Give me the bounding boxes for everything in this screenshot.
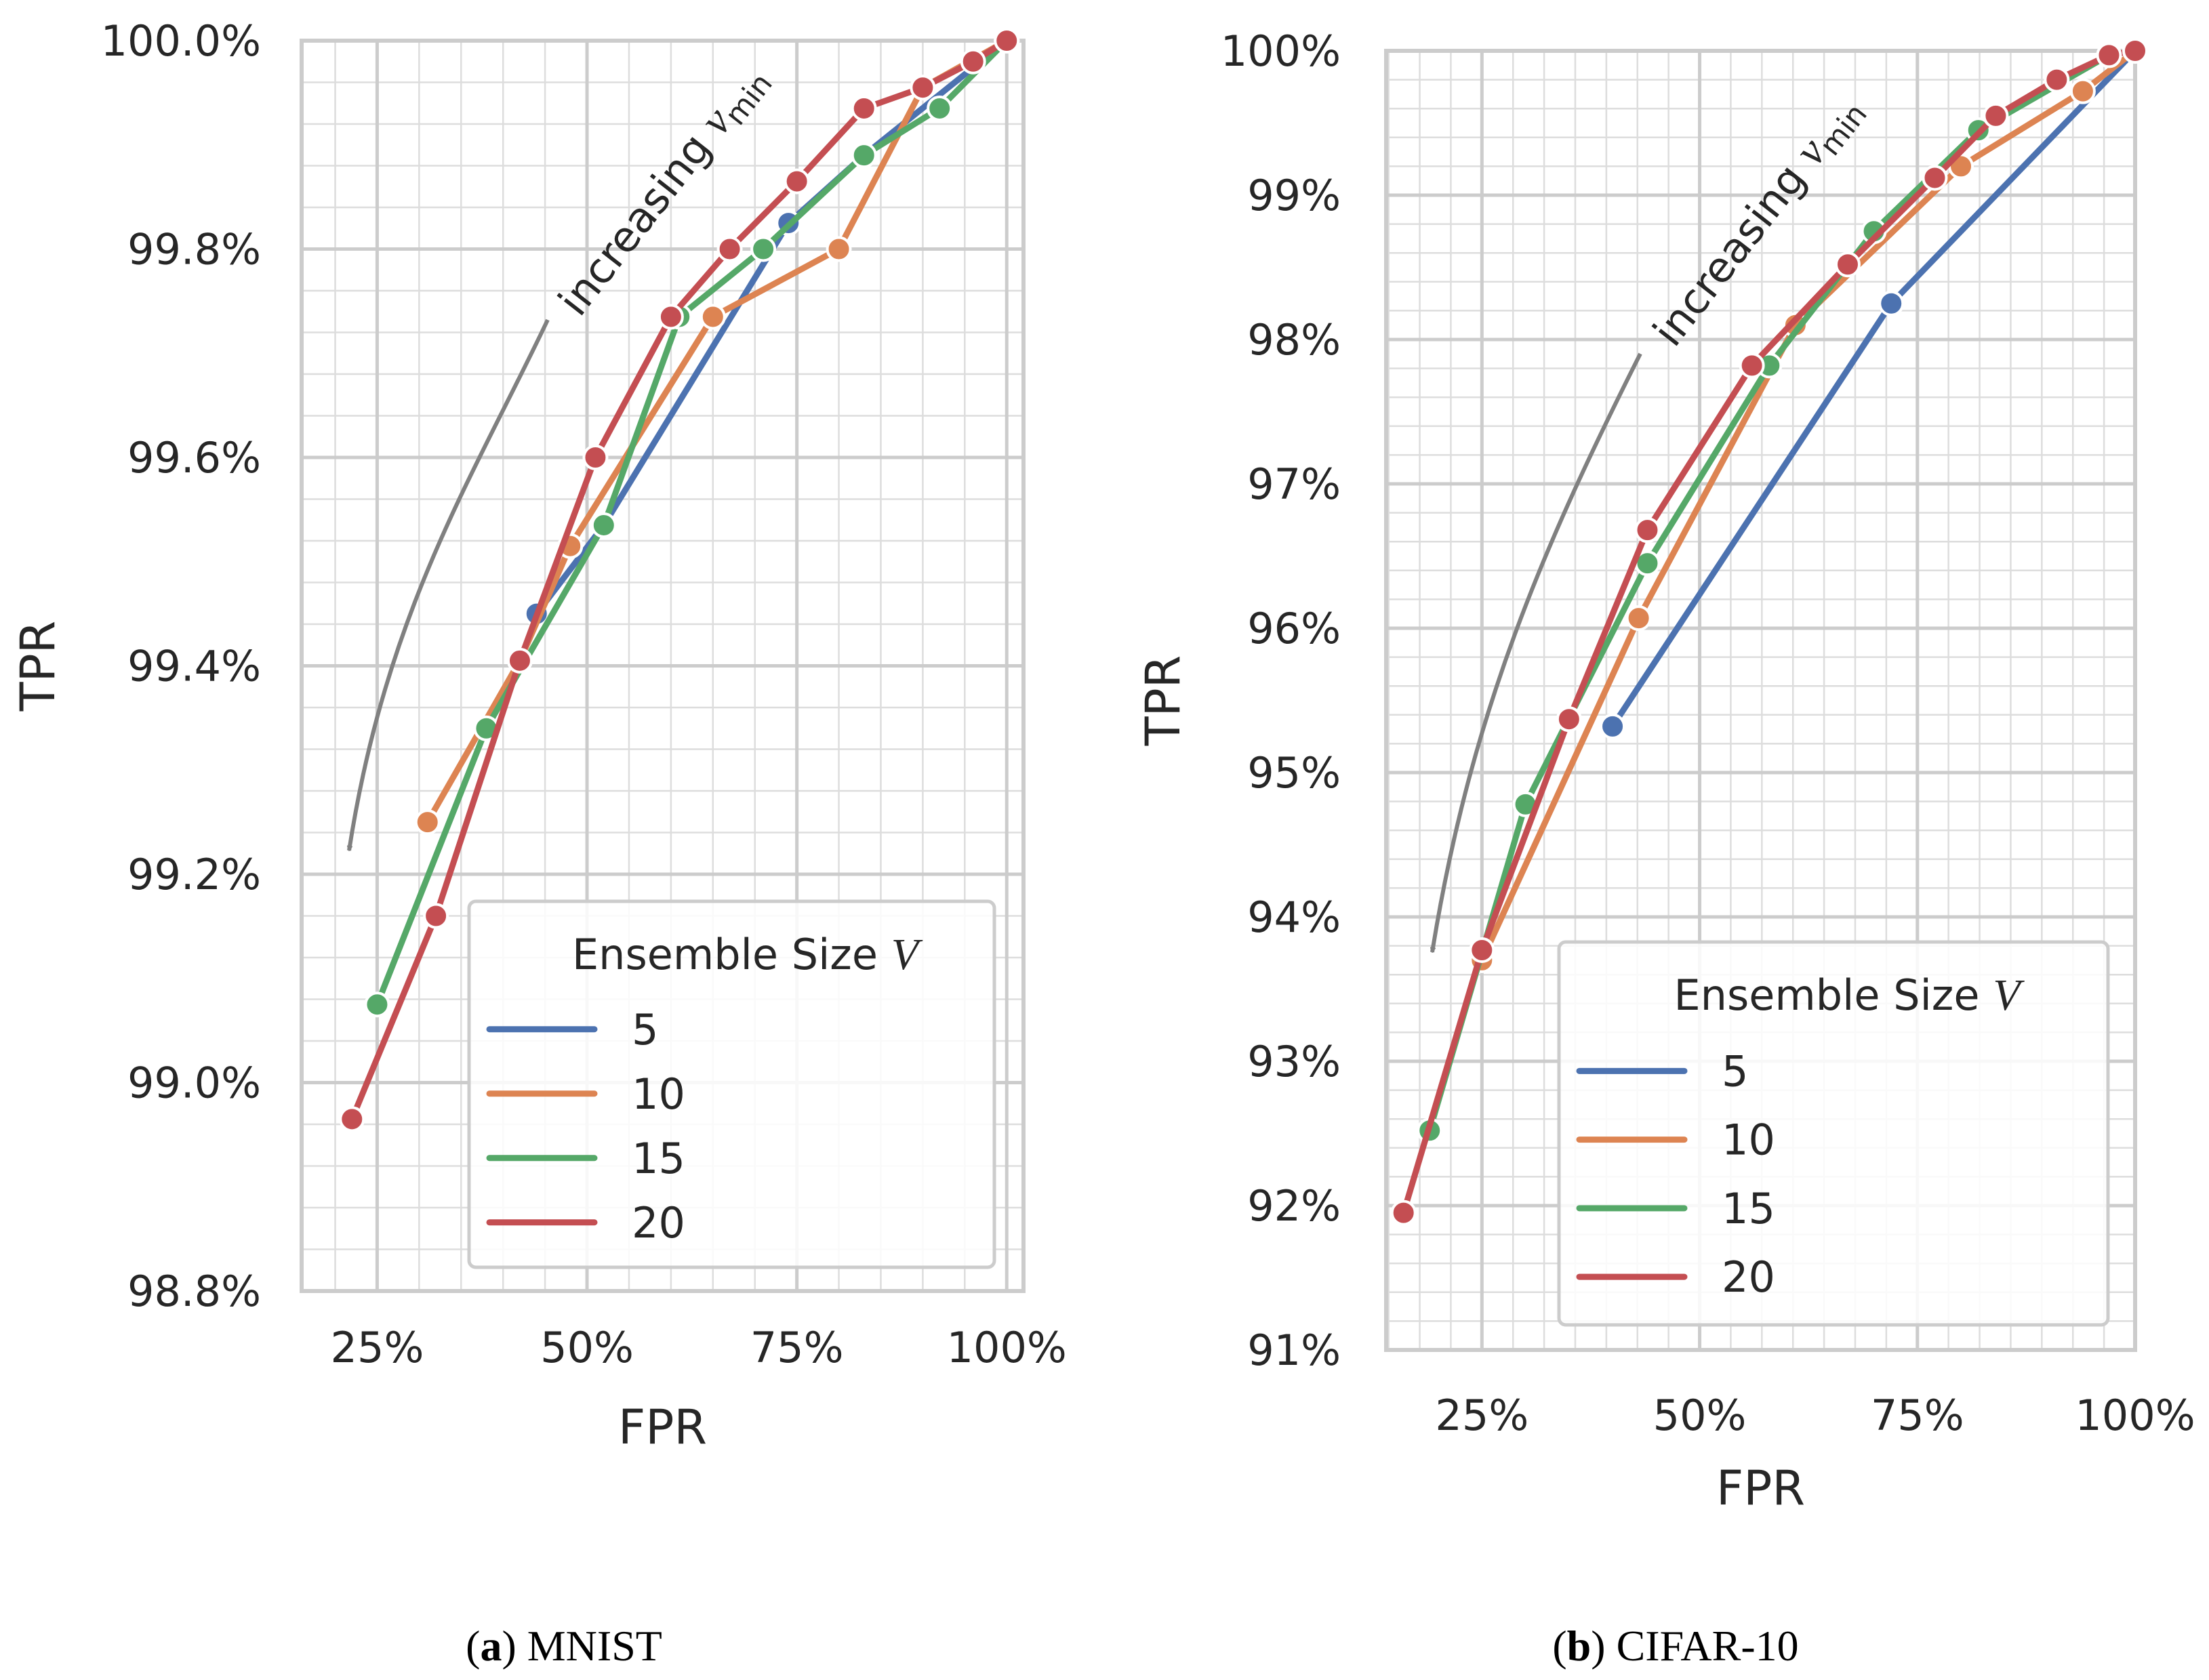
legend-label-15: 15	[632, 1134, 685, 1183]
data-point-20	[2122, 38, 2148, 64]
data-point-20	[339, 1106, 365, 1132]
data-point-15	[364, 991, 390, 1018]
data-point-15	[927, 95, 953, 121]
data-point-15	[851, 142, 877, 169]
data-point-20	[1390, 1200, 1417, 1226]
y-axis-label: TPR	[1135, 655, 1191, 747]
data-point-10	[826, 236, 852, 262]
data-point-5	[1878, 290, 1905, 316]
subfigure-caption: (a) MNIST	[466, 1622, 662, 1670]
data-point-20	[1469, 937, 1495, 963]
data-point-20	[960, 48, 986, 75]
data-point-20	[506, 647, 533, 674]
y-tick-label: 98%	[1247, 315, 1341, 365]
data-point-20	[1556, 706, 1582, 733]
x-tick-label: 50%	[540, 1323, 634, 1372]
legend-label-10: 10	[1722, 1115, 1775, 1165]
y-axis-label: TPR	[10, 621, 66, 712]
x-tick-label: 100%	[947, 1323, 1067, 1372]
y-tick-label: 94%	[1247, 893, 1341, 942]
data-point-20	[910, 75, 936, 101]
y-tick-label: 99.2%	[127, 850, 261, 899]
data-point-20	[994, 28, 1020, 54]
data-point-20	[1634, 517, 1661, 544]
annotation-arrow	[349, 319, 550, 851]
annotation-arrow	[1432, 352, 1642, 952]
y-tick-label: 92%	[1247, 1181, 1341, 1231]
x-tick-label: 25%	[1435, 1391, 1528, 1440]
legend-label-5: 5	[632, 1005, 658, 1054]
y-tick-label: 98.8%	[127, 1267, 261, 1316]
data-point-10	[2069, 78, 2096, 104]
legend: Ensemble Size V 5 10 15 20	[467, 899, 996, 1269]
data-point-10	[414, 809, 441, 836]
panel-cifar10: 91% 92% 93% 94% 95% 96% 97% 98% 99% 100% 25% 50% 75%…	[1135, 26, 2195, 1670]
y-tick-label: 96%	[1247, 604, 1341, 653]
legend-label-20: 20	[632, 1198, 685, 1248]
data-point-20	[1983, 102, 2009, 129]
y-tick-label: 93%	[1247, 1037, 1341, 1086]
data-point-10	[1625, 605, 1652, 632]
legend-label-20: 20	[1722, 1252, 1775, 1302]
data-point-20	[1834, 251, 1861, 278]
legend-label-10: 10	[632, 1069, 685, 1119]
legend-title: Ensemble Size V	[1674, 970, 2025, 1020]
legend-label-5: 5	[1722, 1046, 1748, 1096]
y-tick-label: 97%	[1247, 459, 1341, 509]
x-axis-label: FPR	[618, 1399, 707, 1455]
legend-title: Ensemble Size V	[572, 930, 923, 979]
x-axis-label: FPR	[1716, 1460, 1805, 1516]
data-point-20	[784, 168, 810, 194]
y-tick-label: 99.6%	[127, 433, 261, 483]
x-tick-label: 25%	[331, 1323, 424, 1372]
data-point-20	[2044, 66, 2070, 93]
y-tick-label: 95%	[1247, 748, 1341, 798]
data-point-20	[851, 95, 877, 121]
x-tick-label: 75%	[1871, 1391, 1964, 1440]
plot-frame	[1384, 49, 2137, 1352]
x-tick-label: 100%	[2075, 1391, 2195, 1440]
plot-frame	[300, 39, 1026, 1293]
legend-label-15: 15	[1722, 1184, 1775, 1233]
data-point-20	[1739, 352, 1765, 379]
subfigure-caption: (b) CIFAR-10	[1552, 1622, 1798, 1670]
panel-mnist: 98.8% 99.0% 99.2% 99.4% 99.6% 99.8% 100.0% 25% 5…	[10, 16, 1067, 1670]
y-tick-label: 100.0%	[101, 16, 261, 66]
y-tick-label: 99.0%	[127, 1059, 261, 1108]
data-point-15	[590, 512, 617, 538]
series-group	[1390, 38, 2148, 1226]
y-tick-label: 91%	[1247, 1326, 1341, 1375]
data-point-20	[657, 304, 684, 330]
data-point-20	[582, 445, 609, 470]
legend-box	[1557, 940, 2110, 1327]
data-point-15	[750, 236, 777, 262]
data-point-20	[716, 236, 743, 262]
legend: Ensemble Size V 5 10 15 20	[1557, 940, 2110, 1327]
data-point-5	[1600, 713, 1626, 739]
data-point-20	[1922, 165, 1948, 191]
y-tick-label: 99.8%	[127, 225, 261, 274]
y-tick-label: 100%	[1221, 26, 1341, 76]
data-point-20	[423, 903, 449, 929]
x-tick-label: 50%	[1653, 1391, 1747, 1440]
series-group	[339, 28, 1020, 1132]
data-point-20	[2096, 42, 2122, 68]
legend-box	[467, 899, 996, 1269]
y-tick-label: 99.4%	[127, 642, 261, 691]
y-tick-label: 99%	[1247, 171, 1341, 220]
data-point-10	[700, 304, 726, 330]
x-tick-label: 75%	[750, 1323, 844, 1372]
